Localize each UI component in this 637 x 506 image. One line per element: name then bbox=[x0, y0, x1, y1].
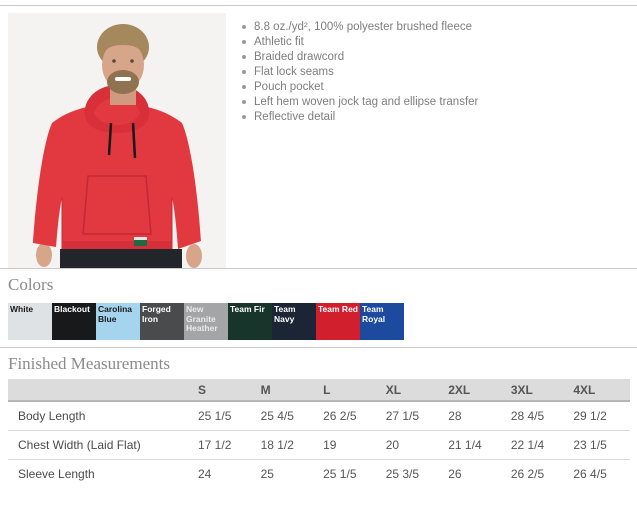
color-swatch-team-red[interactable]: Team Red bbox=[316, 303, 360, 340]
left-hand bbox=[36, 243, 52, 267]
product-spec-page: 8.8 oz./yd², 100% polyester brushed flee… bbox=[0, 5, 637, 488]
measurement-value: 28 bbox=[442, 401, 505, 431]
color-swatch-team-royal[interactable]: Team Royal bbox=[360, 303, 404, 340]
color-swatch-carolina-blue[interactable]: Carolina Blue bbox=[96, 303, 140, 340]
measurement-value: 18 1/2 bbox=[254, 430, 318, 460]
color-swatch-team-fir[interactable]: Team Fir bbox=[228, 303, 272, 340]
feature-item: Athletic fit bbox=[240, 35, 478, 50]
smile bbox=[115, 77, 131, 81]
size-column-header: M bbox=[254, 379, 318, 402]
color-swatch-forged-iron[interactable]: Forged Iron bbox=[140, 303, 184, 340]
hero-section: 8.8 oz./yd², 100% polyester brushed flee… bbox=[0, 6, 637, 268]
right-hand bbox=[186, 244, 202, 268]
measurement-value: 26 2/5 bbox=[317, 401, 380, 431]
measurement-value: 22 1/4 bbox=[504, 430, 568, 460]
measurement-value: 19 bbox=[317, 430, 380, 460]
color-swatch-list: White Blackout Carolina Blue Forged Iron New… bbox=[8, 303, 637, 340]
measurement-value: 25 bbox=[260, 467, 274, 481]
measurement-value: 17 1/2 bbox=[192, 430, 255, 460]
measurement-row: Chest Width (Laid Flat) 17 1/2 18 1/2 19 20 2… bbox=[8, 430, 630, 460]
pouch-pocket bbox=[82, 175, 152, 235]
size-column-header: 3XL bbox=[504, 379, 568, 402]
measurement-value: 27 1/5 bbox=[379, 401, 443, 431]
pants bbox=[60, 249, 182, 268]
color-swatch-team-navy[interactable]: Team Navy bbox=[272, 303, 316, 340]
section-divider bbox=[0, 268, 637, 269]
measurement-value: 23 1/5 bbox=[567, 430, 630, 460]
product-photo[interactable] bbox=[8, 13, 226, 268]
color-swatch-new-granite-heather[interactable]: New Granite Heather bbox=[184, 303, 228, 340]
top-divider bbox=[0, 5, 637, 6]
measurement-value: 24 bbox=[198, 467, 212, 481]
measurement-label: Chest Width (Laid Flat) bbox=[8, 430, 192, 460]
empty-corner-cell bbox=[8, 379, 192, 402]
feature-item: Left hem woven jock tag and ellipse tran… bbox=[240, 95, 478, 110]
measurements-table: S M L XL 2XL 3XL 4XL Body Length 25 1/5 25 4/5 26… bbox=[8, 379, 630, 488]
size-column-header: S bbox=[192, 379, 255, 402]
feature-item: Reflective detail bbox=[240, 110, 478, 125]
color-swatch-blackout[interactable]: Blackout bbox=[52, 303, 96, 340]
feature-list: 8.8 oz./yd², 100% polyester brushed flee… bbox=[240, 20, 478, 125]
feature-item: Pouch pocket bbox=[240, 80, 478, 95]
measurement-value: 25 4/5 bbox=[254, 401, 318, 431]
measurement-value: 29 1/2 bbox=[567, 401, 630, 431]
feature-item: Braided drawcord bbox=[240, 50, 478, 65]
right-eye bbox=[130, 59, 134, 63]
size-column-header: XL bbox=[379, 379, 443, 402]
right-drawcord bbox=[131, 122, 137, 159]
measurement-row: Body Length 25 1/5 25 4/5 26 2/5 27 1/5 28 28 … bbox=[8, 401, 630, 431]
size-column-header: 2XL bbox=[442, 379, 505, 402]
colors-heading: Colors bbox=[8, 275, 54, 294]
size-column-header: 4XL bbox=[567, 379, 630, 402]
left-drawcord bbox=[107, 122, 113, 156]
section-divider bbox=[0, 347, 637, 348]
measurement-value: 25 3/5 bbox=[385, 467, 420, 481]
measurement-value: 26 4/5 bbox=[573, 467, 607, 481]
feature-item: Flat lock seams bbox=[240, 65, 478, 80]
measurement-value: 26 bbox=[448, 467, 462, 481]
hem-band bbox=[62, 241, 172, 249]
size-column-header: L bbox=[317, 379, 380, 402]
measurement-label: Sleeve Length bbox=[18, 467, 95, 481]
measurement-value: 26 2/5 bbox=[510, 467, 545, 481]
measurement-row: Sleeve Length 24 25 25 1/5 25 3/5 26 26 2/5 26 … bbox=[8, 460, 630, 489]
jock-tag bbox=[134, 237, 147, 246]
measurement-label: Body Length bbox=[8, 401, 192, 431]
feature-item: 8.8 oz./yd², 100% polyester brushed flee… bbox=[240, 20, 478, 35]
left-eye bbox=[112, 59, 116, 63]
measurement-value: 25 1/5 bbox=[192, 401, 255, 431]
measurement-value: 21 1/4 bbox=[442, 430, 505, 460]
beard bbox=[107, 70, 139, 94]
measurement-value: 20 bbox=[379, 430, 443, 460]
size-header-row: S M L XL 2XL 3XL 4XL bbox=[8, 379, 630, 402]
measurement-value: 25 1/5 bbox=[323, 467, 357, 481]
measurements-heading: Finished Measurements bbox=[8, 354, 170, 373]
model-in-red-hoodie-illustration bbox=[8, 13, 226, 268]
color-swatch-white[interactable]: White bbox=[8, 303, 52, 340]
measurement-value: 28 4/5 bbox=[504, 401, 568, 431]
